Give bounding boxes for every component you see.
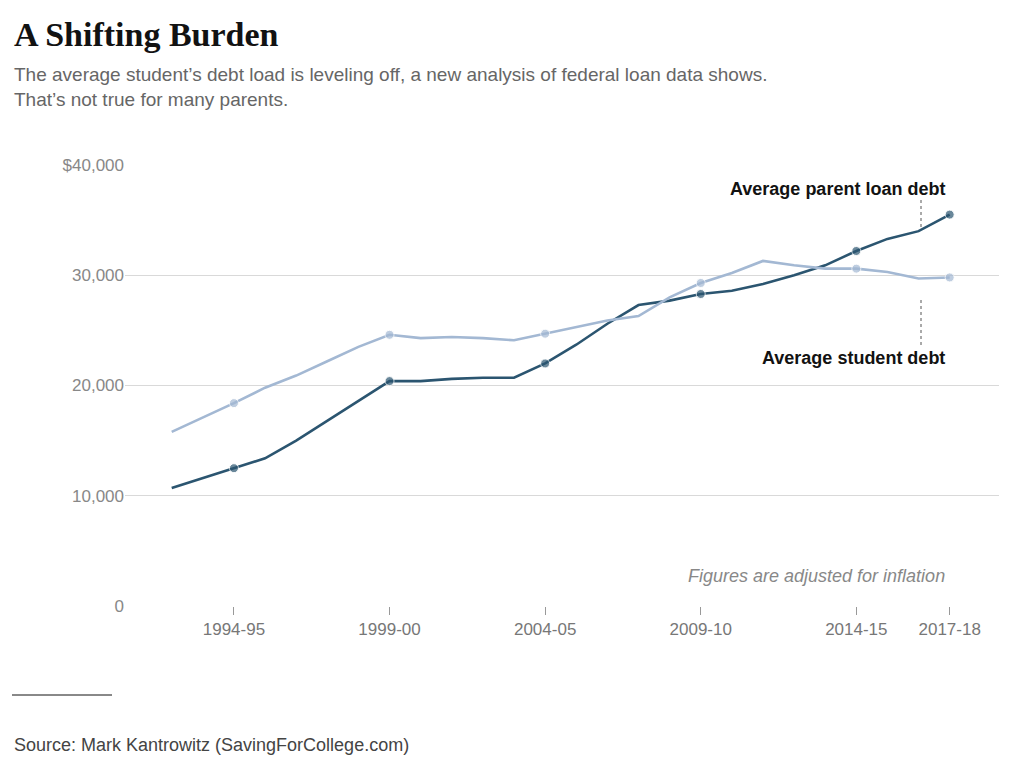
svg-text:1999-00: 1999-00 <box>358 620 420 639</box>
svg-text:2017-18: 2017-18 <box>918 620 980 639</box>
svg-text:2009-10: 2009-10 <box>670 620 732 639</box>
svg-text:Source: Mark Kantrowitz (Savin: Source: Mark Kantrowitz (SavingForColleg… <box>14 735 409 755</box>
svg-text:$40,000: $40,000 <box>63 156 124 175</box>
svg-text:1994-95: 1994-95 <box>203 620 265 639</box>
svg-text:2014-15: 2014-15 <box>825 620 887 639</box>
svg-text:10,000: 10,000 <box>72 487 124 506</box>
svg-text:20,000: 20,000 <box>72 376 124 395</box>
svg-text:Average parent loan debt: Average parent loan debt <box>730 179 945 199</box>
svg-text:30,000: 30,000 <box>72 266 124 285</box>
svg-text:Figures are adjusted for infla: Figures are adjusted for inflation <box>688 566 945 586</box>
svg-text:0: 0 <box>115 597 124 616</box>
svg-text:2004-05: 2004-05 <box>514 620 576 639</box>
svg-text:A Shifting Burden: A Shifting Burden <box>14 16 279 53</box>
svg-text:The average student’s debt loa: The average student’s debt load is level… <box>14 64 767 110</box>
svg-text:Average student debt: Average student debt <box>762 348 945 368</box>
